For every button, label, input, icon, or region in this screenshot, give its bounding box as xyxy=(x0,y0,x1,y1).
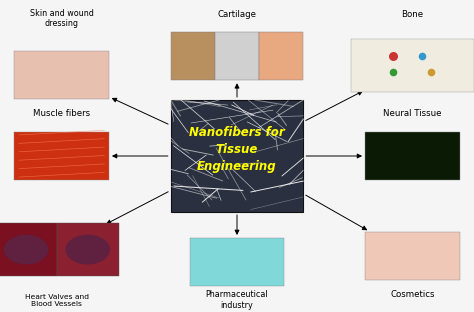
Point xyxy=(390,54,397,59)
FancyBboxPatch shape xyxy=(14,132,109,180)
FancyBboxPatch shape xyxy=(57,223,118,276)
FancyBboxPatch shape xyxy=(365,232,460,280)
FancyBboxPatch shape xyxy=(0,223,57,276)
FancyBboxPatch shape xyxy=(215,32,259,80)
Text: Neural Tissue: Neural Tissue xyxy=(383,110,442,118)
Point xyxy=(428,69,435,74)
FancyBboxPatch shape xyxy=(14,51,109,99)
Text: Skin and wound
dressing: Skin and wound dressing xyxy=(30,9,93,28)
Circle shape xyxy=(4,235,47,264)
FancyBboxPatch shape xyxy=(171,100,303,212)
Text: Bone: Bone xyxy=(401,10,423,18)
Text: Nanofibers for
Tissue
Engineering: Nanofibers for Tissue Engineering xyxy=(189,126,285,173)
FancyBboxPatch shape xyxy=(365,132,460,180)
Text: Heart Valves and
Blood Vessels: Heart Valves and Blood Vessels xyxy=(25,294,89,307)
FancyBboxPatch shape xyxy=(351,39,474,92)
FancyBboxPatch shape xyxy=(171,32,215,80)
Text: Cartilage: Cartilage xyxy=(218,10,256,18)
Circle shape xyxy=(66,235,109,264)
FancyBboxPatch shape xyxy=(190,238,284,286)
FancyBboxPatch shape xyxy=(259,32,303,80)
Text: Muscle fibers: Muscle fibers xyxy=(33,110,90,118)
Text: Cosmetics: Cosmetics xyxy=(390,290,435,299)
Point xyxy=(418,54,426,59)
Text: Pharmaceutical
industry: Pharmaceutical industry xyxy=(206,290,268,310)
Point xyxy=(390,69,397,74)
